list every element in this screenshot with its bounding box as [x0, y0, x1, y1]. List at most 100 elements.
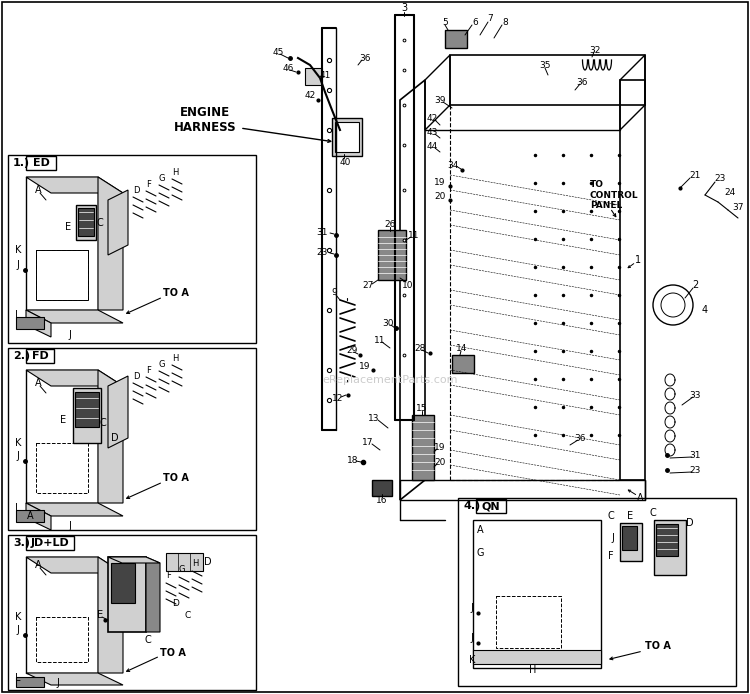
Bar [8, 535, 256, 690]
Text: 8: 8 [503, 17, 508, 26]
Bar [26, 349, 54, 363]
Text: D: D [686, 518, 694, 528]
Text: L: L [15, 673, 21, 683]
Text: 1: 1 [635, 255, 641, 265]
Text: 13: 13 [368, 414, 380, 423]
Text: G: G [159, 174, 165, 183]
Bar [36, 250, 88, 300]
Text: 3.): 3.) [13, 538, 30, 548]
Polygon shape [98, 557, 123, 673]
Text: 7: 7 [488, 13, 493, 22]
Text: 6: 6 [472, 17, 478, 26]
Polygon shape [26, 370, 123, 386]
Text: 32: 32 [590, 46, 601, 55]
Polygon shape [26, 557, 123, 573]
Text: E: E [65, 222, 71, 232]
Bar [412, 415, 434, 480]
Text: J: J [611, 533, 614, 543]
Bar [378, 230, 406, 280]
Polygon shape [26, 503, 51, 530]
Text: A: A [34, 378, 41, 388]
Text: 36: 36 [576, 78, 588, 87]
Bar [473, 520, 601, 668]
Text: C: C [608, 511, 614, 521]
Text: 36: 36 [359, 53, 370, 62]
Text: 34: 34 [447, 160, 459, 169]
Text: 35: 35 [539, 60, 550, 69]
Text: 24: 24 [724, 187, 736, 196]
Bar [111, 563, 135, 603]
Bar [26, 536, 74, 550]
Text: 20: 20 [434, 192, 445, 201]
Text: 40: 40 [339, 158, 351, 167]
Text: 27: 27 [362, 280, 374, 289]
Polygon shape [26, 177, 123, 193]
Text: E: E [97, 610, 103, 620]
Text: A: A [34, 185, 41, 195]
Text: 2: 2 [692, 280, 698, 290]
Bar [36, 250, 88, 300]
Text: 1.): 1.) [13, 158, 30, 168]
Text: K: K [15, 245, 21, 255]
Text: 12: 12 [332, 393, 344, 403]
Text: F: F [146, 180, 152, 189]
Text: 15: 15 [416, 403, 428, 412]
Text: A: A [27, 511, 33, 521]
Text: C: C [100, 418, 106, 428]
Polygon shape [166, 553, 203, 571]
Text: 30: 30 [382, 319, 394, 328]
Text: H: H [172, 353, 178, 362]
Text: H: H [192, 559, 198, 568]
Bar [8, 348, 256, 530]
Bar [73, 388, 101, 443]
Bar [16, 317, 44, 329]
Text: eReplacementParts.com: eReplacementParts.com [322, 375, 458, 385]
Text: 46: 46 [282, 63, 294, 72]
Text: D: D [204, 557, 212, 567]
Text: K: K [469, 655, 476, 665]
Text: F: F [166, 571, 172, 580]
Text: 42: 42 [426, 114, 438, 123]
Polygon shape [98, 177, 123, 310]
Bar [26, 156, 56, 170]
Text: D: D [133, 185, 140, 194]
Text: 17: 17 [362, 437, 374, 446]
Text: 36: 36 [574, 434, 586, 443]
Bar [476, 499, 506, 513]
Bar [108, 557, 146, 632]
Text: FD: FD [32, 351, 48, 361]
Text: TO A: TO A [160, 648, 186, 658]
Text: 33: 33 [689, 391, 700, 400]
Bar [654, 520, 686, 575]
Text: 26: 26 [384, 219, 396, 228]
Text: C: C [97, 218, 104, 228]
Polygon shape [108, 190, 128, 255]
Bar [8, 155, 256, 343]
Polygon shape [26, 310, 51, 337]
Text: 16: 16 [376, 496, 388, 505]
Text: J: J [470, 603, 473, 613]
Text: 31: 31 [316, 228, 328, 237]
Text: 28: 28 [414, 344, 426, 353]
Text: TO A: TO A [163, 288, 189, 298]
Text: G: G [178, 566, 185, 575]
Text: 10: 10 [402, 280, 414, 289]
Text: TO
CONTROL
PANEL: TO CONTROL PANEL [590, 180, 638, 210]
Text: 23: 23 [714, 174, 726, 183]
Text: 2.): 2.) [13, 351, 30, 361]
Text: H: H [172, 167, 178, 176]
Text: J: J [16, 260, 20, 270]
Text: 11: 11 [374, 335, 386, 344]
Bar [78, 208, 94, 236]
Bar [656, 524, 678, 556]
Bar [16, 510, 44, 522]
Text: 42: 42 [304, 90, 316, 99]
Text: 23: 23 [689, 466, 700, 475]
Bar [75, 392, 99, 427]
Text: A: A [637, 493, 644, 503]
Polygon shape [98, 370, 123, 503]
Text: ED: ED [32, 158, 50, 168]
Text: A: A [34, 560, 41, 570]
Bar [36, 617, 88, 662]
Text: 19: 19 [359, 362, 370, 371]
